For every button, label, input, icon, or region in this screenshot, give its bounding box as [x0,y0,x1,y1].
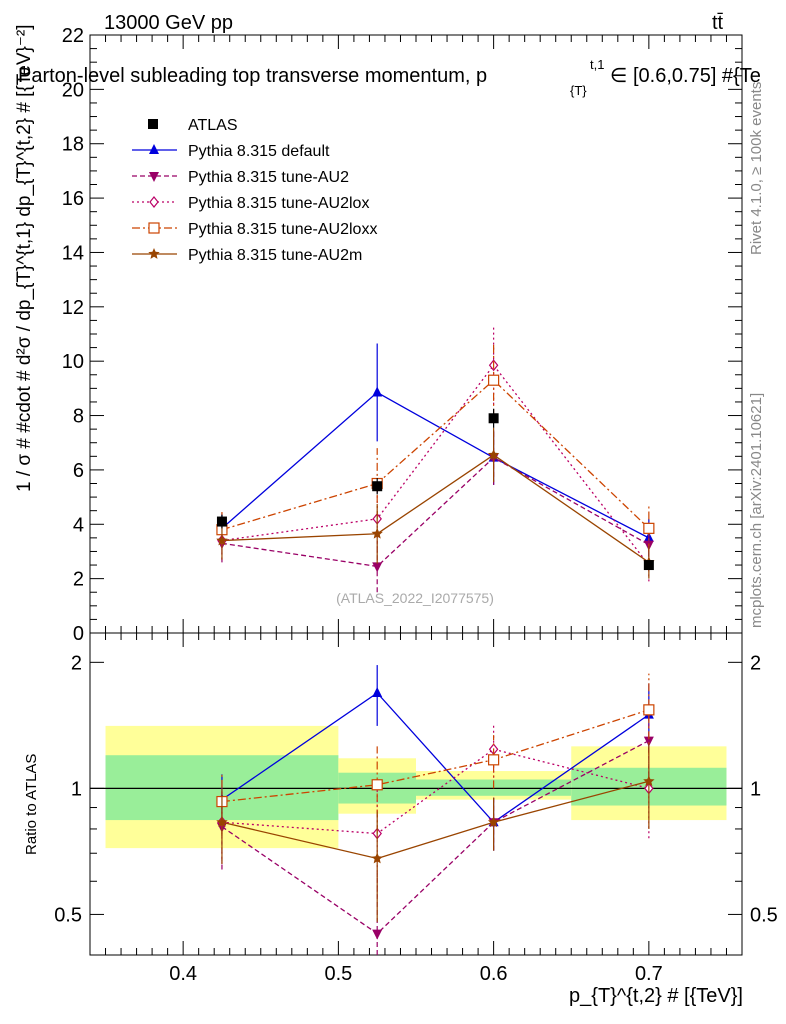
data-point [372,481,383,492]
x-tick-label: 0.4 [169,963,197,985]
marker-star [371,852,383,864]
legend-entry-3: Pythia 8.315 tune-AU2loxx [132,221,377,238]
marker-triangle-down [372,562,383,573]
y-tick-label: 2 [73,569,84,591]
ratio-y-tick-label-right: 0.5 [750,904,778,926]
marker-square [643,522,655,534]
legend-label: Pythia 8.315 tune-AU2 [188,169,349,186]
ratio-series-4 [216,743,655,922]
y-tick-label: 10 [62,351,84,373]
ratio-y-tick-label: 0.5 [54,904,82,926]
marker-star [487,449,500,460]
title-rest: ∈ [0.6,0.75] #{Te [610,65,761,87]
legend-label: Pythia 8.315 tune-AU2loxx [188,221,377,238]
legend-label: ATLAS [188,117,238,134]
marker-triangle-down [643,736,654,747]
data-point [643,560,654,571]
y-tick-label: 18 [62,134,84,156]
main-panel: 0 2 4 6 8 10 12 14 16 18 20 22 [62,25,743,645]
series-0 [216,343,654,557]
y-tick-label: 6 [73,460,84,482]
y-axis-title-ratio-text: Ratio to ATLAS [23,754,40,855]
legend-entry-atlas: ATLAS [148,117,238,134]
x-tick-label: 0.7 [635,963,663,985]
marker-square [371,779,383,791]
legend-label: Pythia 8.315 tune-AU2lox [188,195,369,212]
y-tick-label: 14 [62,242,84,264]
marker-square [488,754,500,766]
chart-title: Parton-level subleading top transverse m… [18,57,761,98]
legend-marker-data [148,119,158,129]
legend-label: Pythia 8.315 tune-AU2m [188,247,362,264]
title-main: Parton-level subleading top transverse m… [18,65,487,87]
ratio-series-line [221,780,650,860]
series-line [221,454,650,563]
y-axis-title-main: 1 / σ # #cdot # d²σ / dp_{T}^{t,1} dp_{T… [14,24,35,492]
marker-star [371,527,383,539]
series-line [221,456,650,568]
marker-square [148,222,160,234]
marker-square [488,374,500,386]
series-line [221,364,650,566]
legend-entry-2: Pythia 8.315 tune-AU2lox [132,195,369,212]
title-sup: t,1 [590,57,604,72]
ratio-series-line [221,709,650,803]
y-tick-label: 20 [62,79,84,101]
y-axis-title-ratio: Ratio to ATLAS [23,754,40,855]
ratio-y-tick-label-right: 2 [750,652,761,674]
x-tick-label: 0.5 [324,963,352,985]
legend-label: Pythia 8.315 default [188,143,330,160]
marker-square [643,704,655,716]
rivet-label: Rivet 4.1.0, ≥ 100k events [748,82,765,255]
legend-entry-0: Pythia 8.315 default [132,143,330,160]
y-axis-title-main-text: 1 / σ # #cdot # d²σ / dp_{T}^{t,1} dp_{T… [14,24,35,492]
y-tick-label: 4 [73,514,84,536]
data-points [216,408,654,571]
series-2 [217,325,654,582]
legend-entry-1: Pythia 8.315 tune-AU2 [132,169,349,186]
ratio-panel: 0.4 0.5 0.6 0.7 0.5 0.5 1 1 2 2 [54,632,778,985]
marker-triangle-up [149,144,159,154]
series-line [221,391,650,539]
marker-star [148,248,160,259]
title-sub: {T} [570,83,587,98]
ratio-series-3 [216,673,655,836]
legend-entry-4: Pythia 8.315 tune-AU2m [132,247,362,264]
mcplots-label: mcplots.cern.ch [arXiv:2401.10621] [748,393,765,628]
y-tick-label: 22 [62,25,84,47]
x-tick-label: 0.6 [480,963,508,985]
y-tick-label: 12 [62,297,84,319]
marker-star [487,816,500,828]
ratio-y-tick-label-right: 1 [750,778,761,800]
series-1 [216,430,654,593]
header-left: 13000 GeV pp [104,12,233,34]
y-tick-label: 16 [62,188,84,210]
data-point [216,516,227,527]
series-line [221,379,650,531]
marker-star [216,816,228,828]
watermark: (ATLAS_2022_I2077575) [336,590,494,606]
marker-star [216,534,228,546]
y-tick-label: 0 [73,623,84,645]
ratio-y-tick-label: 2 [71,652,82,674]
marker-star [643,775,655,787]
marker-triangle-up [372,386,383,397]
marker-diamond [149,196,159,208]
legend: ATLAS Pythia 8.315 default Pythia 8.315 tu… [132,117,377,264]
x-axis-title: p_{T}^{t,2} # [{TeV}] [569,985,743,1007]
data-point [488,413,499,424]
header-right: tt̄ [712,12,724,34]
marker-triangle-down [372,929,383,940]
marker-triangle-down [149,172,159,182]
y-tick-label: 8 [73,406,84,428]
series-4 [216,427,655,579]
ratio-series-line [221,692,650,824]
marker-triangle-up [372,686,383,697]
ratio-y-tick-label: 1 [71,778,82,800]
